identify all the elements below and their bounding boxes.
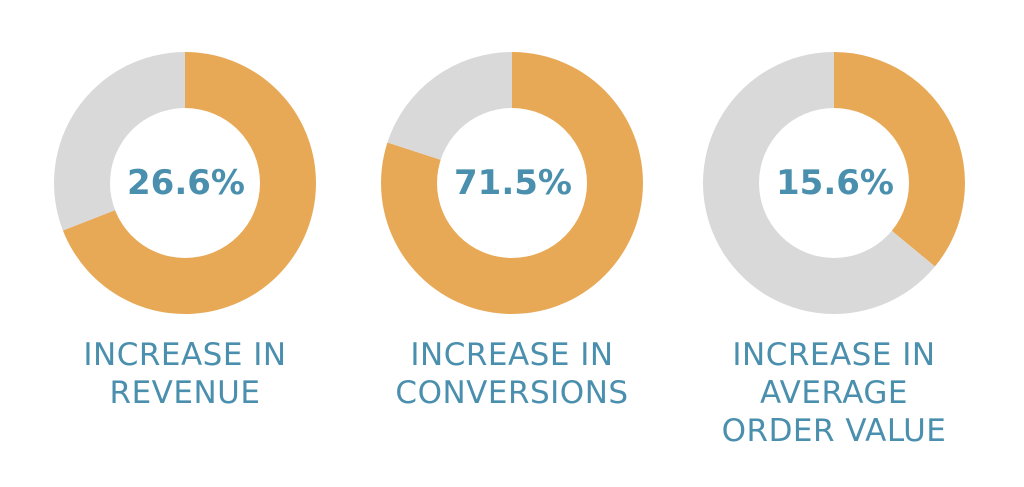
donut-hole [110,108,260,258]
caption-line: INCREASE IN [410,337,614,373]
caption-line: INCREASE IN [83,337,287,373]
caption-line: ORDER VALUE [721,413,947,449]
caption-line: INCREASE IN [732,337,936,373]
donut-panel-average-order-value: 15.6% INCREASE IN AVERAGE ORDER VALUE [684,0,984,487]
caption-line: AVERAGE [759,375,909,411]
caption-average-order-value: INCREASE IN AVERAGE ORDER VALUE [684,336,984,450]
caption-conversions: INCREASE IN CONVERSIONS [362,336,662,412]
donut-chart-revenue: 26.6% [53,52,316,314]
center-value-conversions: 71.5% [454,163,572,203]
donut-hole [759,108,909,258]
donut-chart-conversions: 71.5% [380,52,643,314]
center-value-average-order-value: 15.6% [776,163,894,203]
donut-chart-average-order-value: 15.6% [702,52,965,314]
caption-line: CONVERSIONS [395,375,629,411]
donut-hole [437,108,587,258]
center-value-revenue: 26.6% [127,163,245,203]
donut-panel-revenue: 26.6% INCREASE IN REVENUE [35,0,335,487]
caption-line: REVENUE [109,375,261,411]
donut-panel-conversions: 71.5% INCREASE IN CONVERSIONS [362,0,662,487]
caption-revenue: INCREASE IN REVENUE [35,336,335,412]
